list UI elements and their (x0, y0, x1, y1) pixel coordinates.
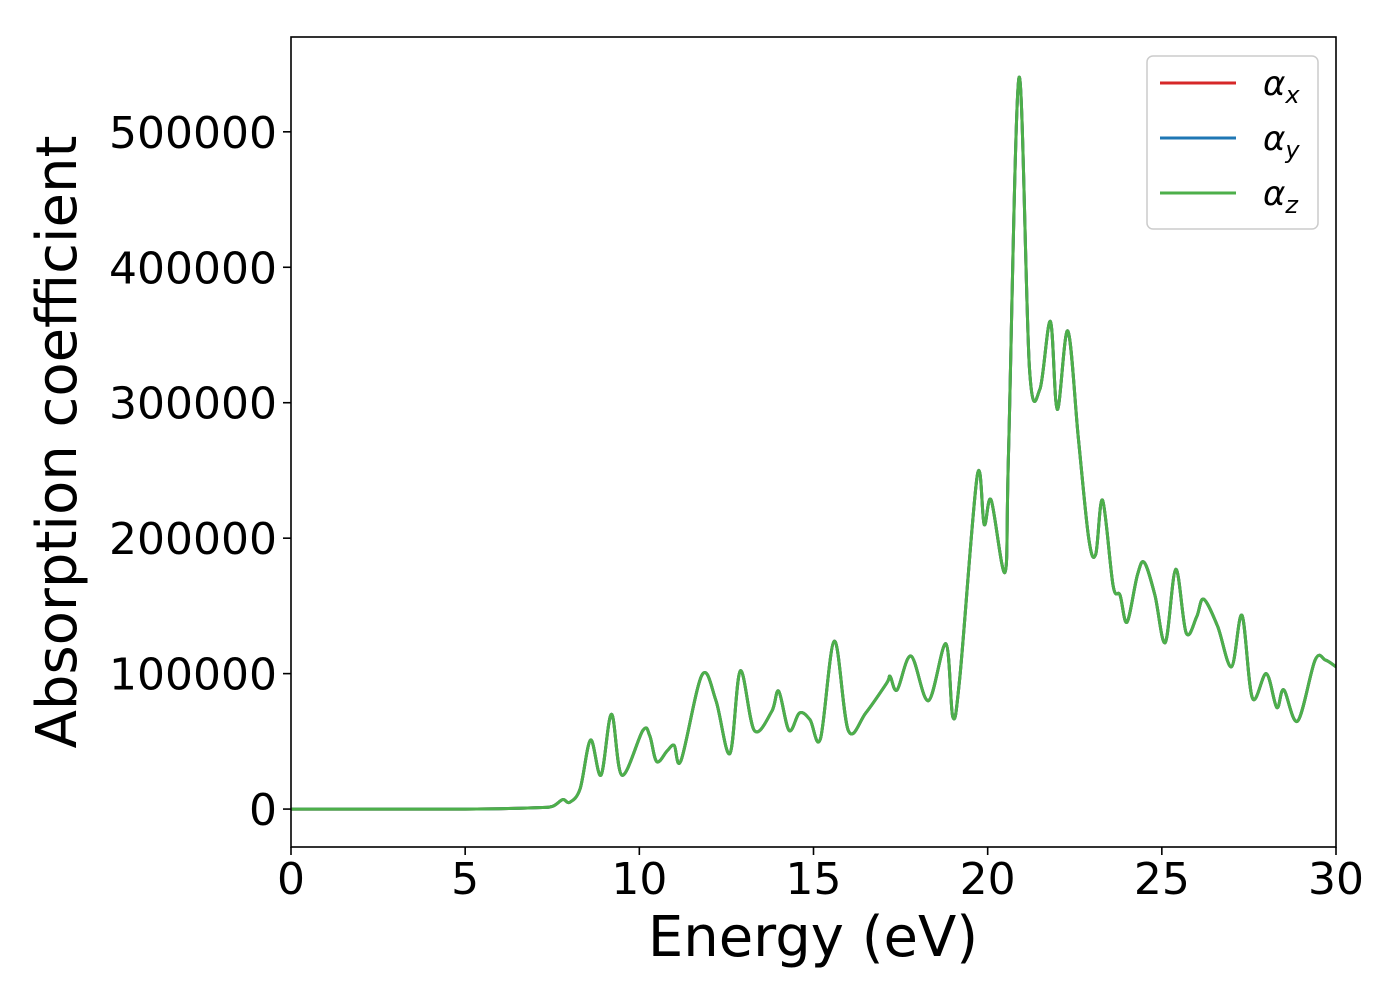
x-axis-label: Energy (eV) (648, 905, 978, 970)
y-axis-label: Absorption coefficient (25, 136, 90, 749)
x-tick-label: 20 (960, 854, 1016, 905)
x-axis-ticks: 0 5 10 15 20 25 30 (277, 847, 1364, 905)
x-tick-label: 10 (611, 854, 667, 905)
y-tick-label: 400000 (109, 243, 277, 294)
legend-box (1146, 55, 1319, 230)
x-tick-label: 15 (786, 854, 842, 905)
data-layer (291, 76, 1336, 811)
x-tick-label: 5 (451, 854, 479, 905)
x-tick-label: 0 (277, 854, 305, 905)
y-tick-label: 300000 (109, 379, 277, 430)
y-tick-label: 100000 (109, 650, 277, 701)
x-tick-label: 25 (1134, 854, 1190, 905)
y-tick-label: 500000 (109, 108, 277, 159)
x-tick-label: 30 (1308, 854, 1364, 905)
series-line-z (291, 76, 1336, 811)
y-tick-label: 200000 (109, 514, 277, 565)
y-tick-label: 0 (249, 785, 277, 836)
y-axis-ticks: 0 100000 200000 300000 400000 500000 (109, 108, 291, 836)
